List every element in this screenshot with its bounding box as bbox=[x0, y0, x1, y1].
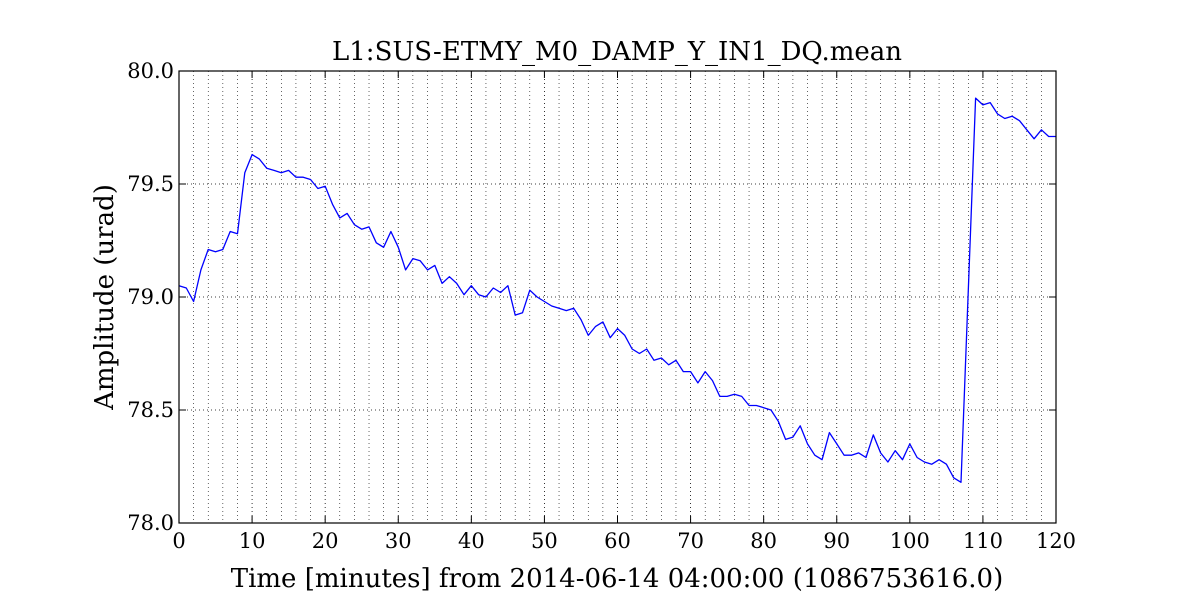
y-tick-label: 78.0 bbox=[127, 511, 174, 535]
y-tick-labels: 78.0 78.5 79.0 79.5 80.0 bbox=[127, 59, 174, 535]
x-tick-label: 120 bbox=[1036, 529, 1076, 553]
x-tick-label: 90 bbox=[823, 529, 850, 553]
x-tick-label: 50 bbox=[531, 529, 558, 553]
y-tick-label: 79.0 bbox=[127, 285, 174, 309]
series-line bbox=[178, 97, 1056, 483]
axis-ticks bbox=[178, 70, 1057, 524]
y-tick-label: 79.5 bbox=[127, 172, 174, 196]
x-tick-label: 10 bbox=[239, 529, 266, 553]
x-tick-label: 100 bbox=[890, 529, 930, 553]
x-tick-label: 30 bbox=[385, 529, 412, 553]
x-tick-label: 70 bbox=[677, 529, 704, 553]
x-tick-label: 60 bbox=[604, 529, 631, 553]
chart-title: L1:SUS-ETMY_M0_DAMP_Y_IN1_DQ.mean bbox=[332, 37, 902, 67]
x-tick-label: 20 bbox=[312, 529, 339, 553]
x-tick-label: 110 bbox=[963, 529, 1003, 553]
y-tick-label: 80.0 bbox=[127, 59, 174, 83]
x-tick-label: 40 bbox=[458, 529, 485, 553]
x-axis-label: Time [minutes] from 2014-06-14 04:00:00 … bbox=[231, 564, 1004, 594]
x-tick-labels: 0 10 20 30 40 50 60 70 80 90 100 110 120 bbox=[172, 529, 1076, 553]
y-axis-label: Amplitude (urad) bbox=[90, 184, 120, 411]
x-tick-label: 0 bbox=[172, 529, 185, 553]
x-tick-label: 80 bbox=[750, 529, 777, 553]
grid-lines bbox=[179, 71, 1056, 523]
y-tick-label: 78.5 bbox=[127, 398, 174, 422]
